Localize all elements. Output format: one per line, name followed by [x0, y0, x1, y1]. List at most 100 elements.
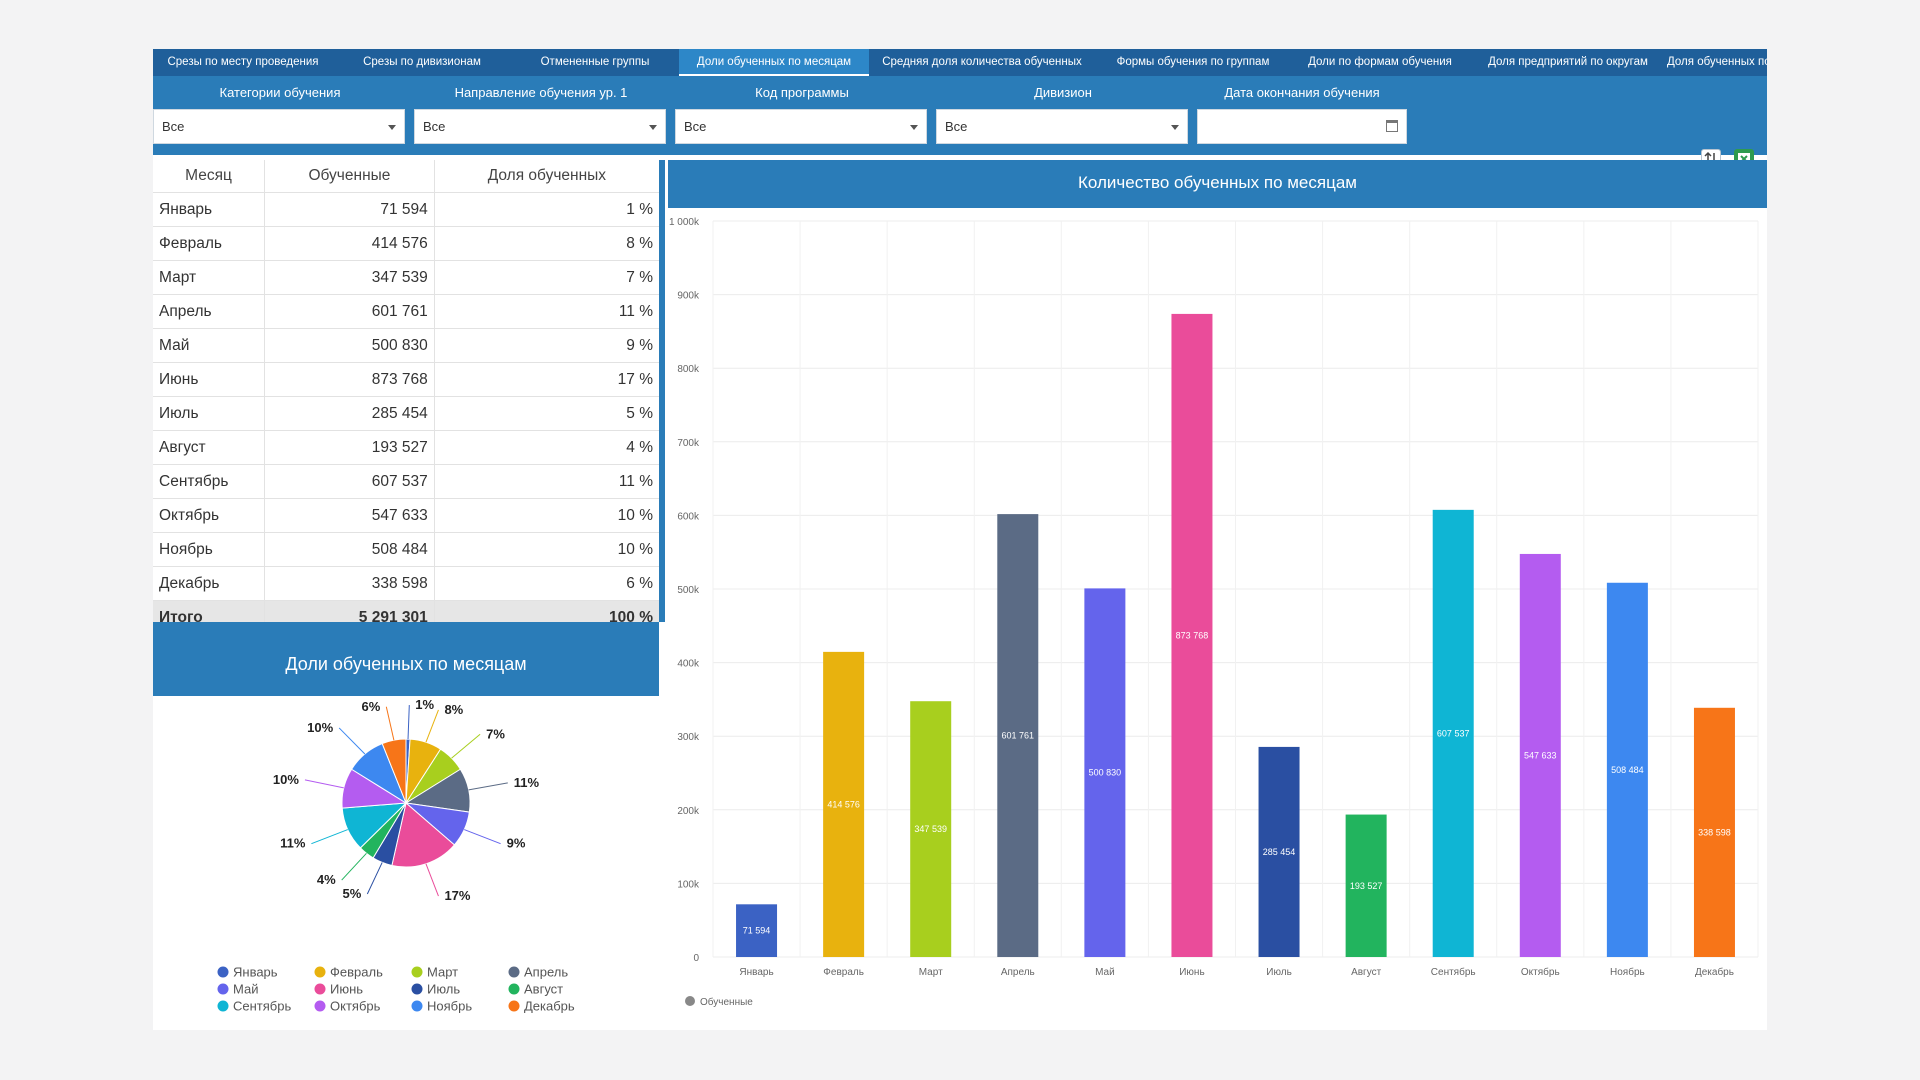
pie-chart: 1% 8% 7% 11% 9% 17% 5% 4% 11% 10% 10% 6% Январь Февра… — [217, 697, 575, 1014]
bar-4[interactable] — [1084, 588, 1126, 957]
pie-slice-5[interactable] — [391, 802, 456, 868]
sort-icon — [1704, 151, 1718, 167]
pie-legend-label-6[interactable]: Июль — [427, 982, 460, 997]
table-row[interactable]: Декабрь 338 598 6 % — [153, 566, 659, 601]
months-table: Месяц Обученные Доля обученных Январь 71 … — [153, 160, 659, 635]
bar-0[interactable] — [736, 904, 778, 957]
bar-6[interactable] — [1258, 746, 1300, 957]
share-cell: 4 % — [434, 430, 659, 465]
pie-leader-10 — [338, 727, 366, 755]
tab-1[interactable]: Срезы по дивизионам — [363, 56, 481, 68]
division-select-value: Все — [945, 119, 968, 134]
y-tick-label: 200k — [677, 806, 700, 817]
pie-leader-11 — [385, 706, 395, 741]
tab-3[interactable]: Доли обученных по месяцам — [679, 49, 869, 76]
y-tick-label: 800k — [677, 364, 700, 375]
table-row[interactable]: Апрель 601 761 11 % — [153, 294, 659, 329]
tab-0[interactable]: Срезы по месту проведения — [167, 56, 319, 68]
bar-data-label-4: 500 830 — [1089, 768, 1122, 778]
pie-legend-label-2[interactable]: Март — [427, 965, 458, 980]
bar-chart: 0 100k 200k 300k 400k 500k 600k 700k 800k 900k 1 0… — [669, 217, 1759, 1008]
pie-legend-label-1[interactable]: Февраль — [330, 965, 383, 980]
bar-8[interactable] — [1432, 509, 1474, 957]
pie-leader-1 — [425, 709, 439, 743]
table-row[interactable]: Август 193 527 4 % — [153, 430, 659, 465]
pie-legend-label-0[interactable]: Январь — [233, 965, 278, 980]
pie-leader-0 — [407, 705, 410, 740]
end-date-input[interactable] — [1197, 109, 1407, 144]
bar-1[interactable] — [823, 651, 865, 957]
chevron-down-icon — [388, 125, 396, 130]
division-select[interactable]: Все — [936, 109, 1188, 144]
table-row[interactable]: Сентябрь 607 537 11 % — [153, 464, 659, 499]
x-tick-label-9: Октябрь — [1521, 966, 1560, 978]
pie-legend-label-3[interactable]: Апрель — [524, 965, 568, 980]
trained-cell: 547 633 — [264, 498, 435, 533]
table-row[interactable]: Январь 71 594 1 % — [153, 192, 659, 227]
month-cell: Сентябрь — [153, 464, 266, 499]
tab-4[interactable]: Средняя доля количества обученных — [882, 56, 1082, 68]
table-row[interactable]: Март 347 539 7 % — [153, 260, 659, 295]
pie-label-9: 10% — [273, 772, 299, 787]
category-select-value: Все — [162, 119, 185, 134]
table-row[interactable]: Май 500 830 9 % — [153, 328, 659, 363]
pie-legend-label-11[interactable]: Декабрь — [524, 999, 575, 1014]
pie-leader-6 — [366, 862, 383, 895]
col-header-share[interactable]: Доля обученных — [434, 160, 659, 193]
filter-label-division: Дивизион — [1034, 85, 1092, 100]
pie-leader-2 — [451, 733, 481, 759]
trained-cell: 338 598 — [264, 566, 435, 601]
pie-legend-label-8[interactable]: Сентябрь — [233, 999, 291, 1014]
bar-2[interactable] — [910, 701, 952, 957]
pie-legend-label-9[interactable]: Октябрь — [330, 999, 381, 1014]
tab-6[interactable]: Доли по формам обучения — [1308, 56, 1452, 68]
share-cell: 10 % — [434, 532, 659, 567]
share-cell: 7 % — [434, 260, 659, 295]
x-tick-label-3: Апрель — [1001, 967, 1035, 978]
pie-legend-label-5[interactable]: Июнь — [330, 982, 363, 997]
tab-8[interactable]: Доля обученных по ок — [1667, 56, 1767, 68]
tab-bar: Срезы по месту проведения Срезы по дивизи… — [153, 49, 1767, 76]
y-tick-label: 100k — [677, 879, 700, 890]
col-header-month[interactable]: Месяц — [153, 160, 266, 193]
month-cell: Июль — [153, 396, 266, 431]
direction-select[interactable]: Все — [414, 109, 666, 144]
bar-11[interactable] — [1693, 707, 1735, 957]
bar-data-label-9: 547 633 — [1524, 750, 1557, 760]
bar-header: Количество обученных по месяцам — [668, 160, 1767, 208]
month-cell: Октябрь — [153, 498, 266, 533]
y-tick-label: 1 000k — [669, 217, 700, 228]
pie-legend-label-4[interactable]: Май — [233, 982, 258, 997]
table-row[interactable]: Октябрь 547 633 10 % — [153, 498, 659, 533]
pie-slice-11[interactable] — [381, 738, 407, 804]
table-row[interactable]: Июнь 873 768 17 % — [153, 362, 659, 397]
tab-2[interactable]: Отмененные группы — [540, 56, 650, 68]
bar-5[interactable] — [1171, 313, 1213, 957]
month-cell: Май — [153, 328, 266, 363]
x-tick-label-11: Декабрь — [1695, 966, 1734, 978]
pie-title: Доли обученных по месяцам — [285, 654, 527, 674]
trained-cell: 285 454 — [264, 396, 435, 431]
chevron-down-icon — [910, 125, 918, 130]
chevron-down-icon — [1171, 125, 1179, 130]
pie-legend-label-7[interactable]: Август — [524, 982, 563, 997]
col-header-trained[interactable]: Обученные — [264, 160, 435, 193]
table-row[interactable]: Февраль 414 576 8 % — [153, 226, 659, 261]
pie-legend-marker-6 — [411, 983, 423, 995]
bar-legend-label[interactable]: Обученные — [700, 996, 753, 1008]
table-row[interactable]: Ноябрь 508 484 10 % — [153, 532, 659, 567]
bar-7[interactable] — [1345, 814, 1387, 957]
table-row[interactable]: Июль 285 454 5 % — [153, 396, 659, 431]
calendar-icon[interactable] — [1386, 120, 1398, 132]
tab-7[interactable]: Доля предприятий по округам — [1488, 56, 1648, 68]
pie-legend-marker-4 — [217, 983, 229, 995]
tab-5[interactable]: Формы обучения по группам — [1116, 56, 1270, 68]
bar-9[interactable] — [1519, 553, 1561, 957]
bar-10[interactable] — [1606, 582, 1648, 957]
pie-legend-marker-3 — [508, 966, 520, 978]
category-select[interactable]: Все — [153, 109, 405, 144]
bar-3[interactable] — [997, 514, 1039, 957]
pie-legend-label-10[interactable]: Ноябрь — [427, 999, 472, 1014]
program-code-select[interactable]: Все — [675, 109, 927, 144]
pie-leader-9 — [304, 779, 344, 789]
